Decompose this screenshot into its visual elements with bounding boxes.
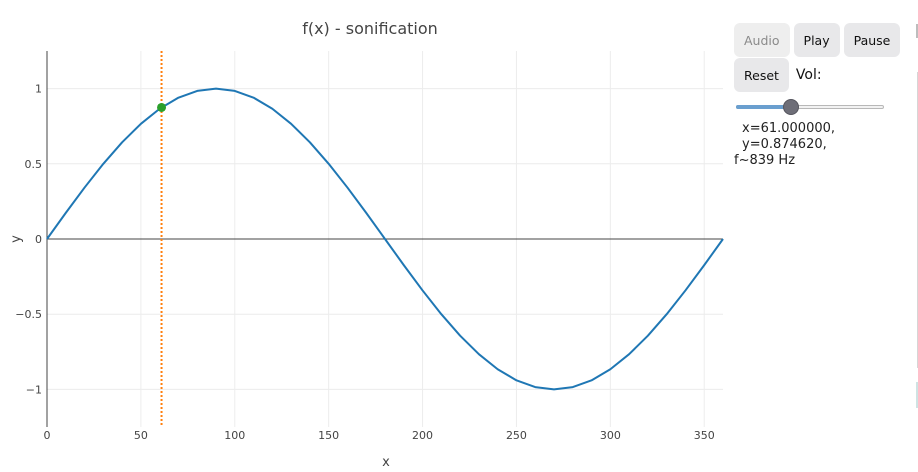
volume-slider[interactable] xyxy=(736,96,884,120)
tick-labels: 0 50 100 150 200 250 300 350 1 0.5 0 −0.5 −1 xyxy=(15,83,714,442)
x-tick-label: 150 xyxy=(318,429,339,442)
pause-button[interactable]: Pause xyxy=(843,23,901,57)
y-tick-label: −0.5 xyxy=(15,308,42,321)
volume-label: Vol: xyxy=(795,67,822,83)
edge-scrollbar-bottom[interactable] xyxy=(916,382,918,408)
x-tick-label: 0 xyxy=(44,429,51,442)
button-row-top: Audio Play Pause xyxy=(734,23,918,57)
sine-plot[interactable]: f(x) - sonification 0 50 100 150 200 250 300 35… xyxy=(0,0,730,472)
cursor-readout: x=61.000000, y=0.874620, f~839 Hz xyxy=(734,121,918,169)
cursor-marker xyxy=(157,102,167,112)
play-button[interactable]: Play xyxy=(793,23,840,57)
x-tick-label: 250 xyxy=(506,429,527,442)
x-tick-label: 100 xyxy=(224,429,245,442)
readout-coordinates: x=61.000000, y=0.874620, xyxy=(742,121,836,152)
x-tick-label: 350 xyxy=(694,429,715,442)
y-tick-label: −1 xyxy=(26,383,42,396)
x-tick-label: 200 xyxy=(412,429,433,442)
volume-slider-thumb[interactable] xyxy=(782,99,799,115)
volume-slider-fill xyxy=(736,105,791,109)
edge-scrollbar-top[interactable] xyxy=(916,24,918,38)
button-row-bottom: Reset Vol: xyxy=(734,58,918,92)
y-tick-label: 0.5 xyxy=(25,158,43,171)
audio-controls: Audio Play Pause Reset Vol: x=61.000000,… xyxy=(734,23,918,169)
reset-button[interactable]: Reset xyxy=(734,58,789,92)
x-tick-label: 50 xyxy=(134,429,148,442)
y-tick-label: 1 xyxy=(35,83,42,96)
chart-title: f(x) - sonification xyxy=(302,19,438,38)
audio-button[interactable]: Audio xyxy=(734,23,790,57)
y-tick-label: 0 xyxy=(35,233,42,246)
x-axis-title: x xyxy=(382,455,390,470)
y-axis-title: y xyxy=(9,235,24,243)
readout-frequency: f~839 Hz xyxy=(734,153,796,168)
x-tick-label: 300 xyxy=(600,429,621,442)
cursor-layer xyxy=(157,51,167,427)
